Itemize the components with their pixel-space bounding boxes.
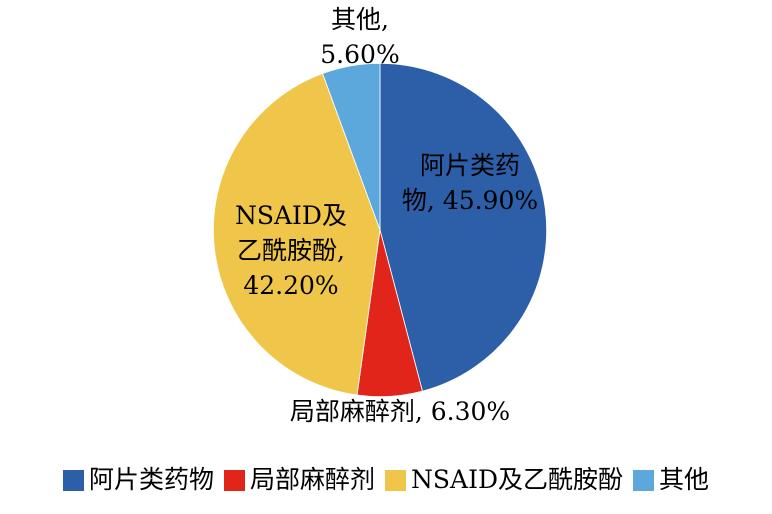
legend-item-local: 局部麻醉剂 bbox=[224, 464, 375, 496]
pie-chart bbox=[212, 62, 548, 398]
legend-swatch-nsaid bbox=[385, 469, 407, 491]
pie-slice-other bbox=[322, 62, 381, 231]
data-label-line: NSAID及 bbox=[235, 201, 347, 230]
legend-label-nsaid: NSAID及乙酰胺酚 bbox=[411, 465, 623, 494]
data-label-opioid: 阿片类药 物, 45.90% bbox=[372, 148, 568, 218]
legend-swatch-opioid bbox=[62, 469, 84, 491]
data-label-nsaid: NSAID及 乙酰胺酚, 42.20% bbox=[196, 198, 386, 303]
data-label-local: 局部麻醉剂, 6.30% bbox=[255, 394, 545, 429]
legend-item-opioid: 阿片类药物 bbox=[62, 464, 214, 496]
data-label-line: 其他, bbox=[331, 5, 389, 34]
data-label-line: 局部麻醉剂, 6.30% bbox=[289, 397, 511, 426]
legend-label-opioid: 阿片类药物 bbox=[88, 465, 214, 494]
legend-item-nsaid: NSAID及乙酰胺酚 bbox=[385, 464, 623, 496]
data-label-line: 乙酰胺酚, bbox=[237, 236, 345, 265]
data-label-line: 42.20% bbox=[243, 271, 339, 300]
data-label-line: 物, 45.90% bbox=[401, 186, 539, 215]
pie-slice-nsaid bbox=[212, 73, 381, 396]
chart-legend: 阿片类药物 局部麻醉剂 NSAID及乙酰胺酚 其他 bbox=[0, 464, 772, 496]
legend-item-other: 其他 bbox=[633, 464, 709, 496]
legend-label-local: 局部麻醉剂 bbox=[250, 465, 376, 494]
data-label-other: 其他, 5.60% bbox=[270, 2, 450, 72]
data-label-line: 阿片类药 bbox=[419, 151, 520, 180]
pie-slice-opioid bbox=[379, 62, 548, 392]
legend-swatch-local bbox=[224, 469, 245, 491]
data-label-line: 5.60% bbox=[320, 40, 400, 69]
legend-label-other: 其他 bbox=[659, 465, 710, 494]
legend-swatch-other bbox=[633, 469, 654, 491]
